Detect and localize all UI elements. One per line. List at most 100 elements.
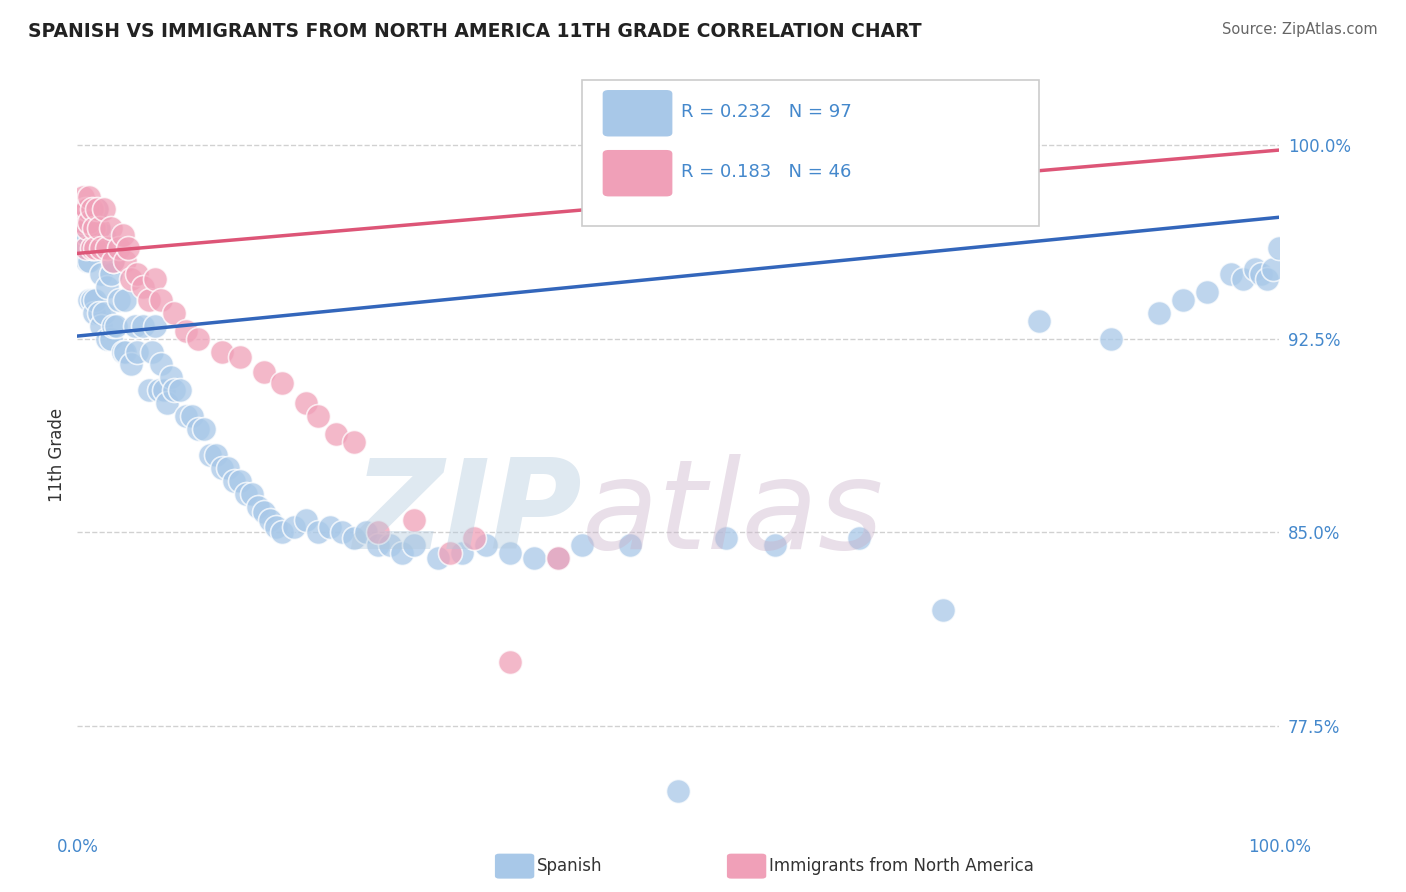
Point	[343, 435, 366, 450]
Point	[103, 318, 125, 333]
Point	[378, 538, 401, 552]
Point	[114, 254, 136, 268]
Point	[120, 272, 142, 286]
Y-axis label: 11th Grade: 11th Grade	[48, 408, 66, 502]
Point	[367, 525, 389, 540]
Point	[90, 318, 112, 333]
Point	[108, 293, 131, 307]
Point	[111, 344, 134, 359]
Point	[93, 228, 115, 243]
Point	[96, 241, 118, 255]
Point	[169, 384, 191, 398]
Point	[547, 551, 569, 566]
Point	[264, 520, 287, 534]
Point	[198, 448, 221, 462]
Point	[716, 531, 738, 545]
Point	[222, 474, 245, 488]
Text: SPANISH VS IMMIGRANTS FROM NORTH AMERICA 11TH GRADE CORRELATION CHART: SPANISH VS IMMIGRANTS FROM NORTH AMERICA…	[28, 22, 922, 41]
Point	[87, 306, 110, 320]
Point	[391, 546, 413, 560]
Point	[763, 538, 786, 552]
Point	[571, 538, 593, 552]
Point	[228, 474, 250, 488]
Point	[132, 318, 155, 333]
Point	[204, 448, 226, 462]
Point	[253, 365, 276, 379]
Point	[76, 202, 98, 217]
Point	[80, 241, 103, 255]
FancyBboxPatch shape	[582, 80, 1039, 227]
Point	[193, 422, 215, 436]
Point	[1232, 272, 1254, 286]
Point	[100, 267, 122, 281]
Point	[160, 370, 183, 384]
Point	[174, 409, 197, 424]
Point	[117, 241, 139, 255]
Point	[499, 655, 522, 669]
Point	[93, 306, 115, 320]
Point	[402, 538, 425, 552]
Point	[138, 384, 160, 398]
Point	[330, 525, 353, 540]
Point	[96, 280, 118, 294]
Text: ZIP: ZIP	[353, 454, 582, 575]
Point	[1028, 313, 1050, 327]
Point	[153, 384, 176, 398]
Point	[96, 332, 118, 346]
Point	[240, 486, 263, 500]
Point	[1149, 306, 1171, 320]
Point	[156, 396, 179, 410]
Point	[90, 241, 112, 255]
Point	[307, 525, 329, 540]
Point	[246, 500, 269, 514]
Point	[547, 551, 569, 566]
Point	[270, 376, 292, 390]
Point	[162, 306, 184, 320]
Point	[343, 531, 366, 545]
Point	[186, 422, 209, 436]
Point	[150, 358, 173, 372]
Point	[132, 280, 155, 294]
Point	[235, 486, 257, 500]
Point	[319, 520, 342, 534]
Point	[174, 324, 197, 338]
Point	[1268, 241, 1291, 255]
Point	[79, 254, 101, 268]
Point	[114, 293, 136, 307]
Point	[145, 272, 167, 286]
Point	[499, 546, 522, 560]
Point	[145, 318, 167, 333]
Text: atlas: atlas	[582, 454, 884, 575]
Point	[76, 220, 98, 235]
Point	[84, 241, 107, 255]
Point	[79, 215, 101, 229]
Point	[354, 525, 377, 540]
Point	[86, 202, 108, 217]
Point	[367, 538, 389, 552]
Point	[84, 293, 107, 307]
Point	[127, 344, 149, 359]
Point	[619, 538, 641, 552]
Point	[259, 512, 281, 526]
Point	[75, 241, 97, 255]
Point	[80, 202, 103, 217]
Point	[93, 202, 115, 217]
Point	[427, 551, 450, 566]
Point	[79, 189, 101, 203]
Point	[307, 409, 329, 424]
Point	[84, 241, 107, 255]
Point	[79, 215, 101, 229]
Point	[451, 546, 474, 560]
Point	[1263, 261, 1285, 276]
Point	[72, 215, 94, 229]
Point	[72, 215, 94, 229]
Text: R = 0.232   N = 97: R = 0.232 N = 97	[681, 103, 852, 121]
Point	[162, 384, 184, 398]
Point	[253, 505, 276, 519]
Point	[150, 293, 173, 307]
Point	[79, 293, 101, 307]
Point	[211, 344, 233, 359]
Point	[80, 241, 103, 255]
Point	[87, 241, 110, 255]
Point	[86, 202, 108, 217]
